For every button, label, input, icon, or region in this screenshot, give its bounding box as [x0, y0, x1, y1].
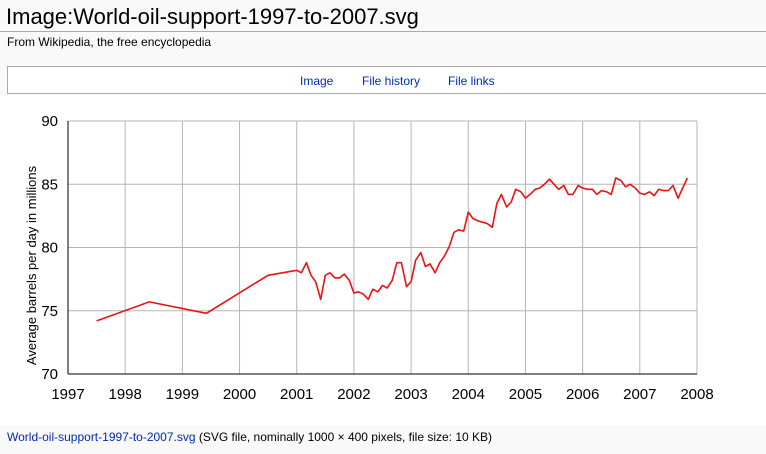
x-tick-label: 1998 [108, 386, 141, 403]
y-tick-label: 85 [41, 176, 58, 193]
y-axis-label: Average barrels per day in millions [24, 165, 39, 365]
x-tick-label: 1997 [51, 386, 84, 403]
x-tick-label: 2004 [452, 386, 485, 403]
file-tabs-bar: Image File history File links [7, 66, 766, 94]
page-title: Image:World-oil-support-1997-to-2007.svg [6, 4, 419, 29]
x-tick-label: 2006 [566, 386, 599, 403]
y-tick-label: 90 [41, 113, 58, 130]
oil-supply-chart: 1997 1998 1999 2000 2001 2002 2003 2004 2005 2006… [24, 113, 714, 403]
title-divider [0, 31, 766, 32]
x-tick-label: 1999 [166, 386, 199, 403]
y-tick-label: 75 [41, 303, 58, 320]
oil-supply-line [96, 177, 689, 322]
page-subtitle: From Wikipedia, the free encyclopedia [7, 35, 212, 49]
y-tick-label: 70 [41, 366, 58, 383]
x-tick-label: 2005 [509, 386, 542, 403]
x-tick-label: 2001 [280, 386, 313, 403]
x-tick-label: 2000 [223, 386, 256, 403]
tab-file-links[interactable]: File links [448, 74, 495, 88]
tab-file-history[interactable]: File history [362, 74, 421, 88]
tab-image[interactable]: Image [300, 74, 334, 88]
file-name-link[interactable]: World-oil-support-1997-to-2007.svg [7, 430, 196, 444]
y-tick-label: 80 [41, 240, 58, 257]
x-tick-label: 2003 [394, 386, 427, 403]
chart-image[interactable]: 1997 1998 1999 2000 2001 2002 2003 2004 2005 2006… [0, 95, 766, 425]
x-tick-label: 2002 [337, 386, 370, 403]
file-description: (SVG file, nominally 1000 × 400 pixels, … [195, 430, 493, 444]
x-tick-label: 2008 [680, 386, 713, 403]
x-tick-label: 2007 [623, 386, 656, 403]
file-info: World-oil-support-1997-to-2007.svg (SVG … [7, 430, 492, 444]
